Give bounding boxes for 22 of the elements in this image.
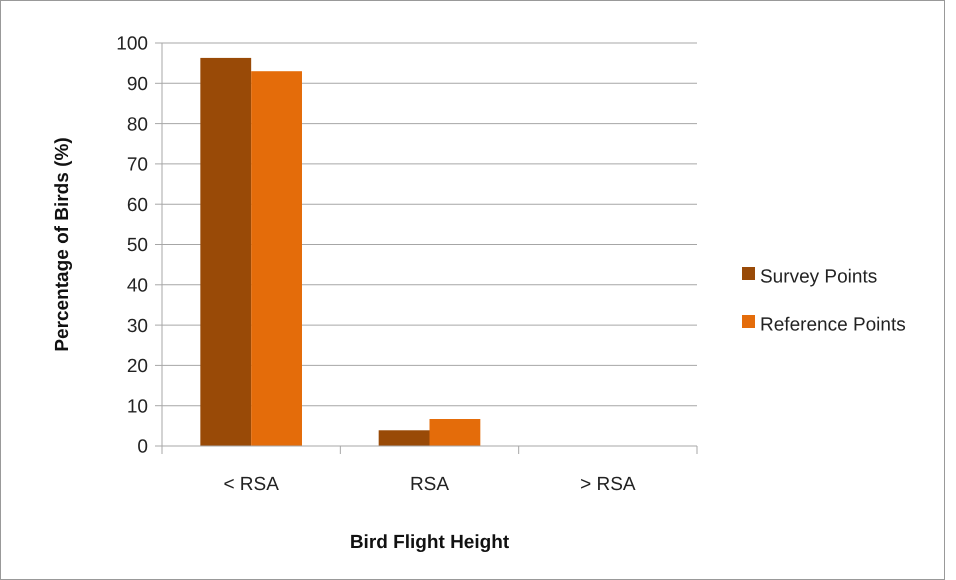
y-tick-label: 60 <box>126 194 148 216</box>
y-tick-label: 90 <box>126 74 148 95</box>
x-axis-title: Bird Flight Height <box>350 532 510 553</box>
y-axis-title: Percentage of Birds (%) <box>52 137 73 352</box>
y-tick-label: 80 <box>126 114 148 136</box>
y-tick-label: 100 <box>116 34 148 55</box>
legend-label: Survey Points <box>760 266 878 288</box>
y-tick-label: 0 <box>137 436 148 458</box>
y-tick-label: 40 <box>126 275 148 296</box>
y-tick-label: 20 <box>126 356 148 378</box>
bar <box>251 71 302 446</box>
legend-label: Reference Points <box>760 314 906 336</box>
y-tick-label: 70 <box>126 154 148 176</box>
bar <box>430 419 480 446</box>
y-tick-label: 30 <box>126 316 148 337</box>
x-tick-label: RSA <box>410 474 450 495</box>
x-tick-label: > RSA <box>580 474 636 495</box>
y-tick-label: 50 <box>126 235 148 256</box>
bar <box>378 430 430 446</box>
x-tick-label: < RSA <box>223 474 280 495</box>
bar <box>200 58 252 446</box>
y-tick-label: 10 <box>126 396 148 418</box>
